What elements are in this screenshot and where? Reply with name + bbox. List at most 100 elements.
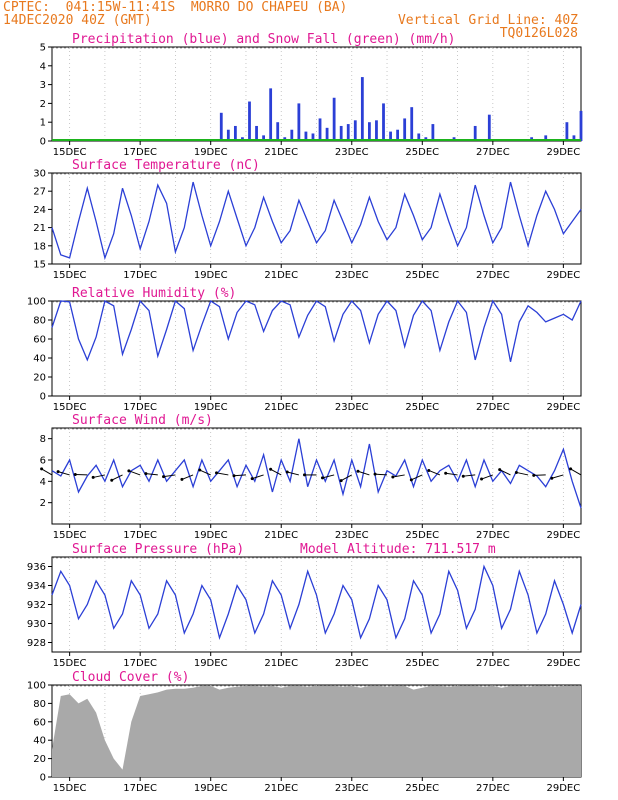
wind-x-tick-label: 15DEC [53, 530, 87, 541]
wind-arrow-head [285, 470, 289, 474]
temp-x-tick-label: 25DEC [405, 270, 439, 281]
precip-y-tick-label: 1 [40, 118, 46, 129]
wind-arrow [375, 473, 388, 476]
wind-arrow [216, 472, 229, 476]
wind-arrow [445, 472, 458, 476]
precip-bar [255, 125, 258, 141]
precip-bar [579, 110, 583, 141]
precip-bar [290, 129, 294, 141]
wind-arrow [357, 470, 370, 476]
precip-bar [311, 133, 315, 141]
cloud-y-tick-label: 100 [27, 681, 46, 692]
wind-arrow-head [550, 476, 554, 480]
pressure-annotation: Model Altitude: 711.517 m [300, 542, 496, 557]
precip-x-tick-label: 19DEC [194, 147, 228, 158]
precip-bar [318, 118, 322, 141]
wind-arrow [411, 474, 423, 481]
temp-series-line [51, 181, 582, 261]
wind-arrow-head [532, 473, 536, 477]
header-grid-line: Vertical Grid Line: 40Z [397, 13, 578, 28]
precip-y-tick-label: 4 [40, 61, 46, 72]
precip-x-tick-label: 29DEC [546, 147, 580, 158]
wind-arrow-head [461, 474, 465, 478]
wind-arrow [392, 474, 405, 478]
precip-bar [544, 135, 548, 141]
wind-arrow-head [480, 477, 484, 481]
header-model: TQ0126L028 [499, 26, 578, 41]
wind-arrow [287, 471, 299, 476]
precip-bar [375, 120, 378, 141]
wind-arrow-head [320, 476, 324, 480]
cloud-x-tick-label: 27DEC [476, 783, 510, 794]
precip-bar [226, 129, 230, 141]
wind-arrow-head [514, 470, 518, 474]
wind-arrow-head [444, 471, 448, 475]
wind-arrow [41, 468, 53, 476]
cloud-x-tick-label: 25DEC [405, 783, 439, 794]
pressure-x-tick-label: 29DEC [546, 658, 580, 669]
wind-x-tick-label: 19DEC [194, 530, 228, 541]
wind-arrow [111, 474, 123, 481]
precip-y-tick-label: 2 [40, 99, 46, 110]
precip-bar [487, 114, 491, 141]
wind-arrow [463, 474, 476, 477]
pressure-x-tick-label: 21DEC [264, 658, 298, 669]
pressure-series-line [51, 564, 582, 641]
wind-arrow [199, 469, 211, 476]
cloud-x-tick-label: 17DEC [123, 783, 157, 794]
header-station: CPTEC: 041:15W-11:41S MORRO DO CHAPEU (B… [3, 0, 348, 15]
precip-bar [325, 127, 329, 141]
temp-y-tick-label: 27 [33, 187, 46, 198]
precip-bar [396, 129, 400, 141]
wind-arrow-head [391, 475, 395, 479]
rh-y-tick-label: 40 [33, 354, 46, 365]
rh-x-tick-label: 23DEC [335, 402, 369, 413]
precip-y-tick-label: 3 [40, 80, 46, 91]
pressure-y-tick-label: 936 [27, 562, 46, 573]
precip-bar [353, 120, 357, 141]
wind-arrow-head [198, 468, 202, 472]
temp-x-tick-label: 23DEC [335, 270, 369, 281]
precip-bar [276, 122, 280, 141]
rh-x-tick-label: 25DEC [405, 402, 439, 413]
wind-arrow [322, 474, 335, 479]
wind-arrow-head [162, 475, 166, 479]
pressure-x-tick-label: 19DEC [194, 658, 228, 669]
precip-bar [297, 103, 301, 141]
wind-arrow [128, 470, 141, 476]
temp-y-tick-label: 18 [33, 241, 46, 252]
rh-y-tick-label: 20 [33, 373, 46, 384]
wind-arrow-head [356, 469, 360, 473]
rh-x-tick-label: 27DEC [476, 402, 510, 413]
cloud-y-tick-label: 80 [33, 699, 46, 710]
rh-x-tick-label: 19DEC [194, 402, 228, 413]
header-date: 14DEC2020 40Z (GMT) [3, 13, 152, 28]
wind-y-tick-label: 8 [40, 434, 46, 445]
wind-arrow-head [180, 477, 184, 481]
precip-y-tick-label: 0 [40, 137, 46, 148]
wind-arrow-head [373, 472, 377, 476]
wind-arrow-head [427, 468, 431, 472]
temp-x-tick-label: 29DEC [546, 270, 580, 281]
precip-x-tick-label: 23DEC [335, 147, 369, 158]
wind-arrow [499, 469, 511, 476]
wind-arrow [270, 468, 282, 476]
wind-series-line [51, 438, 582, 509]
rh-x-tick-label: 21DEC [264, 402, 298, 413]
wind-arrow [93, 474, 106, 478]
precip-bar [403, 118, 407, 141]
temp-y-tick-label: 15 [33, 260, 46, 271]
wind-arrow-head [409, 478, 413, 482]
wind-y-tick-label: 6 [40, 456, 46, 467]
temp-x-tick-label: 21DEC [264, 270, 298, 281]
precip-bar [368, 122, 371, 141]
rh-y-tick-label: 0 [40, 392, 46, 403]
precip-x-tick-label: 15DEC [53, 147, 87, 158]
temp-y-tick-label: 24 [33, 205, 46, 216]
temp-frame [51, 172, 582, 265]
precip-bar [565, 122, 569, 141]
rh-x-tick-label: 17DEC [123, 402, 157, 413]
cloud-title: Cloud Cover (%) [72, 670, 189, 685]
wind-arrow-head [56, 470, 60, 474]
cloud-x-tick-label: 15DEC [53, 783, 87, 794]
